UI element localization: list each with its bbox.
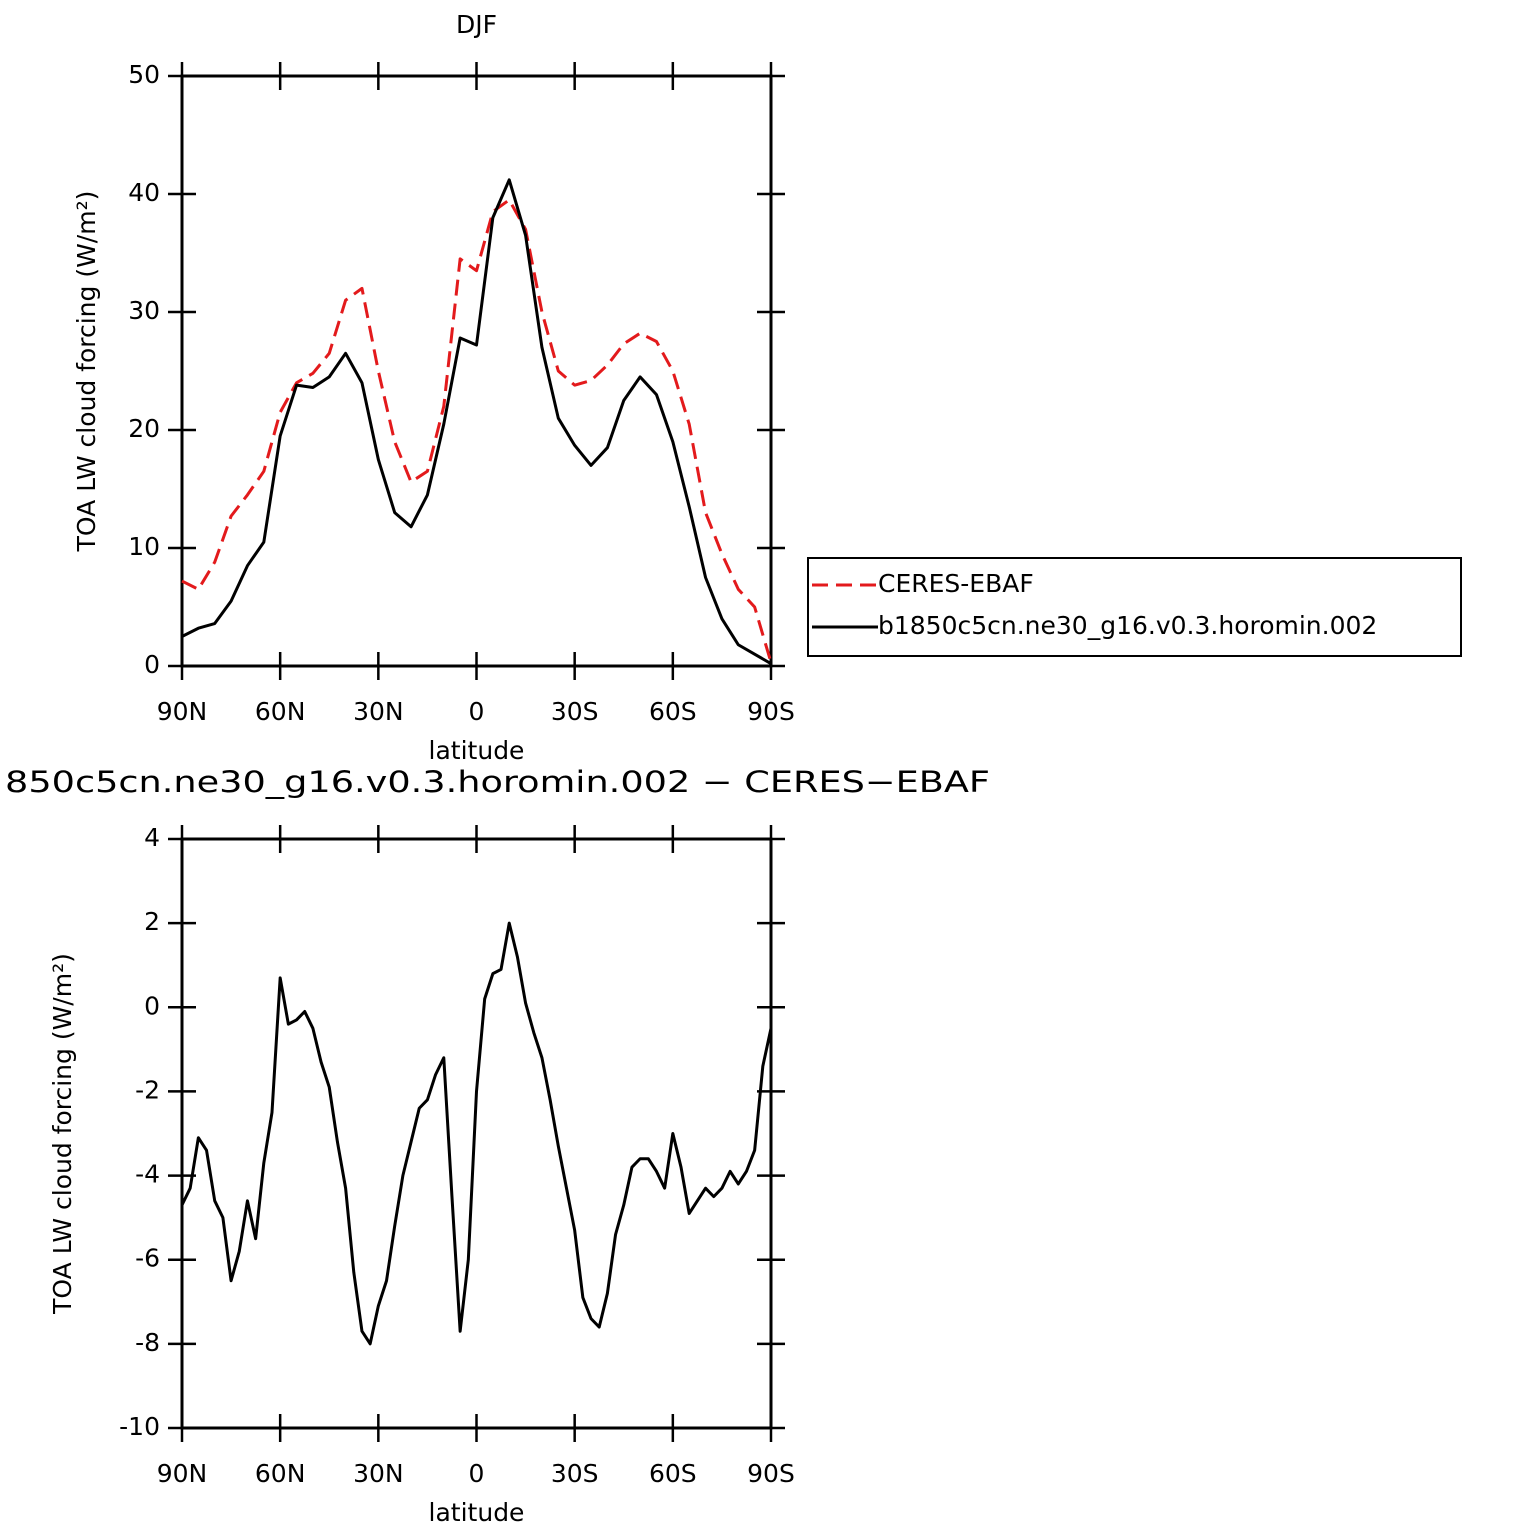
- y-tick-label: 40: [128, 178, 160, 207]
- y-tick-label: 50: [128, 60, 160, 89]
- x-tick-label: 0: [469, 1459, 485, 1488]
- y-tick-label: -6: [135, 1244, 160, 1273]
- data-line: [180, 921, 773, 1346]
- data-line: [181, 178, 772, 665]
- chart-title: DJF: [456, 10, 497, 39]
- x-tick-label: 60S: [649, 697, 697, 726]
- y-tick-label: -2: [135, 1075, 160, 1104]
- x-tick-label: 60N: [255, 1459, 306, 1488]
- x-axis-label: latitude: [429, 736, 525, 765]
- y-tick-label: 30: [128, 296, 160, 325]
- legend-label: CERES-EBAF: [878, 569, 1034, 598]
- legend-label: b1850c5cn.ne30_g16.v0.3.horomin.002: [878, 611, 1377, 640]
- y-tick-label: 0: [144, 650, 160, 679]
- y-tick-label: 0: [144, 991, 160, 1020]
- x-tick-label: 90N: [157, 1459, 208, 1488]
- x-tick-label: 0: [469, 697, 485, 726]
- data-line: [181, 198, 773, 663]
- x-tick-label: 90S: [747, 697, 795, 726]
- x-tick-label: 30S: [551, 697, 599, 726]
- y-tick-label: 20: [128, 414, 160, 443]
- y-tick-label: 2: [144, 907, 160, 936]
- legend-box: [807, 557, 1462, 657]
- x-axis-label: latitude: [429, 1498, 525, 1527]
- x-tick-label: 60N: [255, 697, 306, 726]
- x-tick-label: 60S: [649, 1459, 697, 1488]
- y-tick-label: -10: [119, 1412, 160, 1441]
- y-tick-label: -4: [135, 1160, 160, 1189]
- x-tick-label: 30S: [551, 1459, 599, 1488]
- y-tick-label: 10: [128, 532, 160, 561]
- y-tick-label: -8: [135, 1328, 160, 1357]
- plot-frame: [180, 74, 773, 668]
- x-tick-label: 90N: [157, 697, 208, 726]
- y-tick-label: 4: [144, 823, 160, 852]
- chart-title: 850c5cn.ne30_g16.v0.3.horomin.002 − CERE…: [5, 765, 990, 799]
- x-tick-label: 30N: [353, 697, 404, 726]
- plot-frame: [180, 837, 773, 1430]
- y-axis-label: TOA LW cloud forcing (W/m²): [48, 953, 77, 1315]
- x-tick-label: 30N: [353, 1459, 404, 1488]
- y-axis-label: TOA LW cloud forcing (W/m²): [72, 191, 101, 553]
- x-tick-label: 90S: [747, 1459, 795, 1488]
